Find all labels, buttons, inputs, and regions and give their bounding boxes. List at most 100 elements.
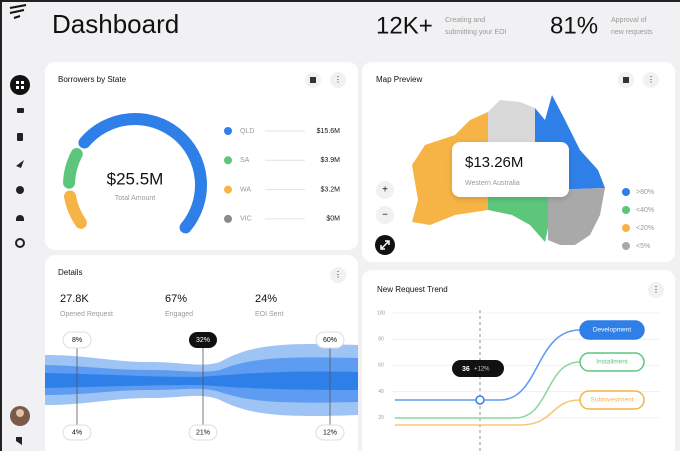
trend-line (395, 399, 581, 426)
y-label: 80 (378, 337, 384, 343)
legend: QLD $15.6M SA $3.9M WA $3.2M VIC $0M (224, 127, 340, 223)
menu-icon: ⋮ (647, 75, 655, 84)
legend-label: <20% (636, 225, 654, 232)
nav-logout[interactable] (16, 437, 22, 445)
button-icon (310, 77, 316, 83)
logo (9, 4, 27, 19)
legend-amount: $3.9M (321, 157, 341, 164)
flow-pill (315, 331, 345, 349)
series-label: Development (593, 327, 631, 334)
nav-item[interactable] (16, 215, 24, 221)
series-label: Subinvestment (591, 397, 634, 404)
nav-icon (21, 81, 24, 84)
card (45, 62, 358, 250)
stat-value: 81% (550, 12, 598, 39)
y-label: 60 (378, 363, 384, 369)
gauge-segment (64, 190, 87, 229)
stat-value: 24% (255, 293, 277, 305)
flow-bottom-label: 21% (196, 429, 210, 436)
menu-icon: ⋮ (334, 270, 342, 279)
region-nsw[interactable] (548, 188, 605, 245)
stat-label: EOI Sent (255, 311, 283, 318)
legend-state: WA (240, 186, 251, 193)
trend-line (395, 329, 581, 401)
map-tooltip (452, 142, 569, 197)
y-label: 40 (378, 389, 384, 395)
stat-label: Creating and (445, 17, 485, 24)
button-icon (623, 77, 629, 83)
nav-icon (16, 81, 19, 84)
gauge (63, 113, 207, 234)
zoom-icon: − (382, 210, 388, 221)
menu-icon: ⋮ (652, 285, 660, 294)
nav-item[interactable] (16, 186, 24, 194)
stat-label: Engaged (165, 311, 193, 318)
card-title: New Request Trend (377, 285, 448, 294)
y-label: 20 (378, 415, 384, 421)
tooltip-region: Western Australia (465, 180, 520, 187)
flow-top-label: 8% (72, 337, 82, 344)
menu-button[interactable] (648, 282, 664, 298)
legend-amount: $3.2M (321, 186, 341, 193)
gauge-segment (63, 148, 83, 189)
nav-item[interactable] (16, 160, 24, 168)
stat-label: Opened Request (60, 311, 113, 318)
tooltip-amount: $13.26M (465, 154, 523, 171)
nav-home[interactable] (10, 75, 30, 95)
trend-line (395, 361, 581, 419)
flow-inner (45, 371, 358, 390)
gauge-label: Total Amount (115, 195, 156, 202)
legend-label: <5% (636, 243, 650, 250)
legend-label: <40% (636, 207, 654, 214)
zoom-in[interactable] (376, 181, 394, 199)
flow-pill (189, 332, 217, 348)
legend-dot (622, 188, 630, 196)
flow-pill (188, 424, 218, 441)
card-title: Map Preview (376, 75, 422, 84)
legend-state: VIC (240, 216, 252, 223)
flow-bottom-label: 12% (323, 429, 337, 436)
nav-item[interactable] (17, 133, 23, 141)
avatar-face (16, 409, 24, 417)
menu-icon: ⋮ (334, 75, 342, 84)
legend: >80% <40% <20% <5% (622, 188, 654, 250)
legend-state: QLD (240, 128, 254, 135)
legend-dot (224, 156, 232, 165)
zoom-icon: + (382, 185, 388, 196)
nav-item[interactable] (15, 238, 25, 248)
legend-label: >80% (636, 189, 654, 196)
legend-dot (622, 242, 630, 250)
tooltip-change: +12% (474, 367, 490, 373)
flow-pill (62, 331, 92, 349)
series-pill[interactable] (579, 352, 645, 372)
legend-dot (622, 224, 630, 232)
details: 27.8K Opened Request 67% Engaged 24% EOI Sent… (60, 293, 345, 441)
flow (45, 343, 358, 417)
expand-icon (380, 240, 390, 250)
sidebar (10, 75, 30, 445)
hover-point (475, 395, 485, 405)
gauge-segment (78, 113, 207, 234)
legend-dot (224, 214, 232, 223)
legend-dot (622, 206, 630, 214)
menu-button[interactable] (643, 72, 659, 88)
menu-button[interactable] (330, 72, 346, 88)
series-pill[interactable] (579, 390, 645, 410)
series-pill[interactable] (579, 320, 645, 340)
nav-item[interactable] (17, 108, 24, 113)
flow-pill (62, 424, 92, 441)
stat-label: Approval of (611, 17, 646, 24)
card-title: Details (58, 268, 82, 277)
stat-label: submitting your EOI (445, 29, 507, 36)
flow-bottom-label: 4% (72, 429, 82, 436)
flow-pill (315, 424, 345, 441)
series-label: Installment (596, 359, 628, 366)
zoom-out[interactable] (376, 206, 394, 224)
menu-button[interactable] (330, 267, 346, 283)
card-title: Borrowers by State (58, 75, 127, 84)
flow-top-label: 32% (196, 337, 210, 344)
region-sa[interactable] (488, 190, 548, 242)
trend-tooltip (452, 360, 504, 377)
tooltip-value: 36 (462, 366, 470, 373)
stat-value: 12K+ (376, 12, 433, 39)
